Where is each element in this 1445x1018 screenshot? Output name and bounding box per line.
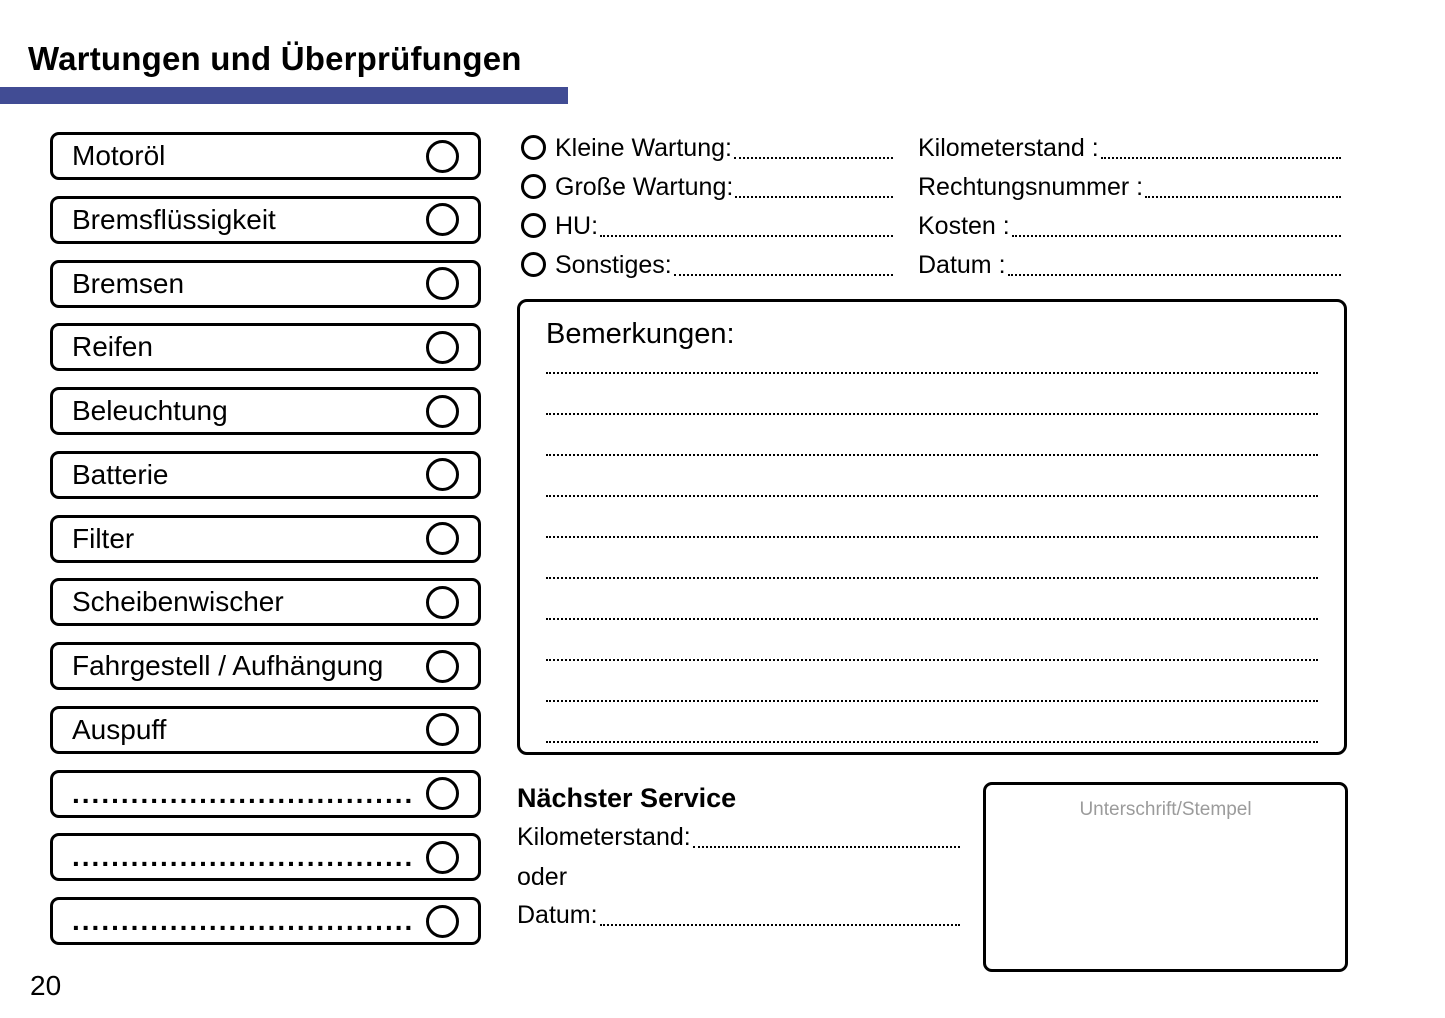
checklist-row: Auspuff: [50, 705, 481, 754]
radio-circle[interactable]: [521, 134, 546, 160]
record-detail-row: Kilometerstand :: [918, 126, 1341, 165]
checklist-row: Filter: [50, 514, 481, 563]
checklist-row: Reifen: [50, 323, 481, 372]
checklist-row: Scheibenwischer: [50, 578, 481, 627]
checklist-row: Motoröl: [50, 132, 481, 180]
inspection-checklist: Motoröl Bremsflüssigkeit Bremsen Reifen Bele…: [50, 132, 481, 945]
record-detail-label: Kosten :: [918, 212, 1010, 240]
checklist-row: Bremsflüssigkeit: [50, 195, 481, 244]
next-service-date-label: Datum:: [517, 901, 598, 929]
check-circle[interactable]: [426, 904, 459, 938]
title-accent-bar: [0, 87, 568, 104]
record-detail-row: Rechtungsnummer :: [918, 165, 1341, 204]
remarks-line[interactable]: [546, 620, 1318, 661]
checklist-item-label: Bremsflüssigkeit: [72, 203, 276, 235]
checklist-item-label: Fahrgestell / Aufhängung: [72, 650, 384, 681]
signature-stamp-box[interactable]: Unterschrift/Stempel: [983, 782, 1348, 972]
check-circle[interactable]: [426, 203, 459, 237]
remarks-line[interactable]: [546, 456, 1318, 497]
remarks-line[interactable]: [546, 333, 1318, 374]
service-type-row: HU:: [521, 204, 893, 243]
checklist-row: ........................................…: [50, 833, 481, 882]
service-type-options: Kleine Wartung: Große Wartung: HU: Sonstige…: [521, 126, 893, 282]
checklist-item-label: Bremsen: [72, 267, 185, 299]
radio-circle[interactable]: [521, 212, 546, 238]
checklist-row: Fahrgestell / Aufhängung: [50, 642, 481, 690]
next-service-section: Nächster Service Kilometerstand: oder Da…: [517, 781, 960, 932]
check-circle[interactable]: [426, 330, 459, 364]
service-type-row: Kleine Wartung:: [521, 126, 893, 165]
service-type-label: Große Wartung:: [555, 173, 734, 201]
checklist-row: ........................................…: [50, 769, 481, 818]
service-record-details: Kilometerstand : Rechtungsnummer : Kosten …: [918, 126, 1341, 282]
service-type-label: HU:: [555, 212, 599, 240]
record-detail-row: Kosten :: [918, 204, 1341, 243]
service-type-field[interactable]: [600, 235, 893, 237]
page-number: 20: [30, 970, 62, 1001]
remarks-line[interactable]: [546, 415, 1318, 456]
check-circle[interactable]: [426, 522, 459, 555]
remarks-line[interactable]: [546, 702, 1318, 743]
record-detail-label: Kilometerstand :: [918, 134, 1099, 162]
next-service-km-field[interactable]: [692, 846, 960, 848]
remarks-title: Bemerkungen:: [546, 318, 735, 350]
checklist-item-label: Reifen: [72, 331, 153, 363]
checklist-item-label: Auspuff: [72, 713, 167, 745]
checklist-blank-label[interactable]: ........................................…: [72, 905, 412, 936]
check-circle[interactable]: [426, 458, 459, 492]
checklist-row: Bremsen: [50, 259, 481, 308]
signature-stamp-label: Unterschrift/Stempel: [1079, 799, 1252, 820]
check-circle[interactable]: [426, 139, 459, 173]
next-service-date-row: Datum:: [517, 893, 960, 932]
radio-circle[interactable]: [521, 173, 546, 199]
remarks-box: Bemerkungen:: [517, 299, 1347, 755]
next-service-date-field[interactable]: [599, 924, 960, 926]
remarks-line[interactable]: [546, 579, 1318, 620]
check-circle[interactable]: [426, 713, 459, 747]
service-type-field[interactable]: [733, 157, 893, 159]
checklist-item-label: Filter: [72, 522, 135, 554]
record-detail-field[interactable]: [1011, 235, 1341, 237]
service-type-label: Kleine Wartung:: [555, 134, 732, 162]
next-service-title: Nächster Service: [517, 783, 737, 813]
record-detail-row: Datum :: [918, 243, 1341, 282]
service-type-label: Sonstiges:: [555, 251, 672, 279]
checklist-item-label: Batterie: [72, 458, 169, 490]
remarks-line[interactable]: [546, 661, 1318, 702]
remarks-line[interactable]: [546, 497, 1318, 538]
checklist-row: ........................................…: [50, 897, 481, 945]
check-circle[interactable]: [426, 840, 459, 874]
record-detail-label: Rechtungsnummer :: [918, 173, 1144, 201]
checklist-item-label: Motoröl: [72, 140, 166, 171]
check-circle[interactable]: [426, 267, 459, 300]
record-detail-field[interactable]: [1145, 196, 1341, 198]
next-service-km-label: Kilometerstand:: [517, 823, 691, 851]
remarks-line[interactable]: [546, 374, 1318, 415]
service-type-row: Sonstiges:: [521, 243, 893, 282]
checklist-row: Batterie: [50, 450, 481, 499]
remarks-line[interactable]: [546, 538, 1318, 579]
check-circle[interactable]: [426, 585, 459, 619]
radio-circle[interactable]: [521, 251, 546, 277]
check-circle[interactable]: [426, 777, 459, 810]
next-service-km-row: Kilometerstand:: [517, 815, 960, 854]
checklist-row: Beleuchtung: [50, 387, 481, 435]
service-type-field[interactable]: [735, 196, 893, 198]
record-detail-label: Datum :: [918, 251, 1006, 279]
record-detail-field[interactable]: [1100, 157, 1341, 159]
next-service-or-label: oder: [517, 863, 568, 891]
remarks-lines: [546, 333, 1318, 743]
check-circle[interactable]: [426, 649, 459, 683]
checklist-item-label: Scheibenwischer: [72, 586, 284, 618]
check-circle[interactable]: [426, 394, 459, 428]
checklist-item-label: Beleuchtung: [72, 395, 228, 426]
service-type-field[interactable]: [673, 274, 893, 276]
page-title: Wartungen und Überprüfungen: [28, 40, 522, 77]
service-type-row: Große Wartung:: [521, 165, 893, 204]
checklist-blank-label[interactable]: ........................................…: [72, 841, 412, 873]
checklist-blank-label[interactable]: ........................................…: [72, 777, 412, 809]
record-detail-field[interactable]: [1007, 274, 1341, 276]
